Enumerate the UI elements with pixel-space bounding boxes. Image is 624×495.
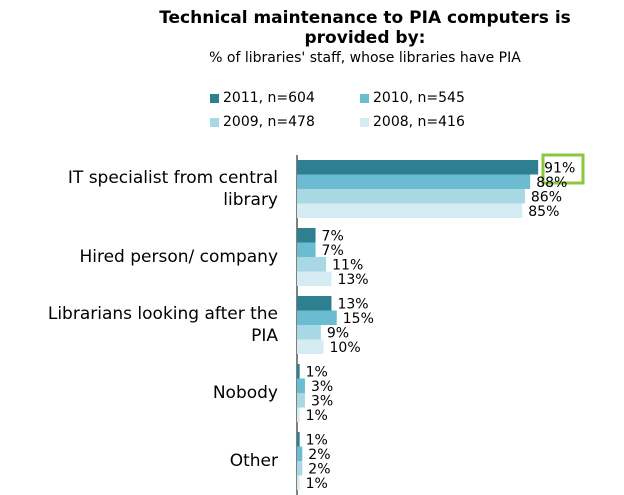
data-label: 9% — [327, 325, 349, 341]
chart-title: Technical maintenance to PIA computers i… — [159, 8, 571, 48]
bar — [297, 189, 525, 204]
legend-swatch — [210, 117, 219, 127]
highlight-box — [541, 153, 585, 185]
data-label: 11% — [332, 257, 363, 273]
bar — [297, 339, 324, 354]
bar — [297, 364, 300, 379]
bar — [297, 461, 303, 476]
legend-item: 2010, n=545 — [360, 86, 510, 110]
legend-item: 2009, n=478 — [210, 110, 360, 134]
y-tick-label: Other — [229, 451, 278, 471]
legend-item: 2011, n=604 — [210, 86, 360, 110]
data-label: 86% — [531, 189, 562, 205]
data-label: 15% — [343, 311, 374, 327]
data-label: 1% — [306, 408, 328, 424]
bar — [297, 203, 523, 218]
bar — [297, 393, 305, 408]
legend-swatch — [360, 93, 369, 103]
chart-subtitle: % of libraries' staff, whose libraries h… — [209, 50, 521, 66]
data-label: 88% — [536, 175, 567, 191]
legend-label: 2008, n=416 — [373, 114, 465, 130]
bar — [297, 174, 531, 189]
bar — [297, 475, 300, 490]
data-label: 3% — [311, 379, 333, 395]
bar — [297, 271, 332, 286]
data-label: 1% — [306, 364, 328, 380]
bar — [297, 160, 539, 175]
data-label: 7% — [322, 228, 344, 244]
bar — [297, 257, 327, 272]
bar — [297, 310, 337, 325]
y-tick-label: Hired person/ company — [79, 247, 278, 267]
bar — [297, 378, 305, 393]
data-label: 10% — [330, 340, 361, 356]
data-label: 1% — [306, 476, 328, 492]
bar — [297, 296, 332, 311]
legend-item: 2008, n=416 — [360, 110, 510, 134]
data-label: 1% — [306, 432, 328, 448]
legend-label: 2011, n=604 — [223, 90, 315, 106]
legend-label: 2009, n=478 — [223, 114, 315, 130]
bar — [297, 228, 316, 243]
data-label: 91% — [544, 160, 575, 176]
y-tick-label: IT specialist from central library — [67, 168, 278, 210]
y-tick-label: Nobody — [212, 383, 278, 403]
data-label: 3% — [311, 393, 333, 409]
data-label: 13% — [337, 272, 368, 288]
bar — [297, 432, 300, 447]
data-label: 2% — [308, 461, 330, 477]
legend-swatch — [360, 117, 369, 127]
bar — [297, 325, 321, 340]
legend-swatch — [210, 93, 219, 103]
data-label: 2% — [308, 447, 330, 463]
data-label: 13% — [337, 296, 368, 312]
bar — [297, 407, 300, 422]
bar — [297, 446, 303, 461]
legend-label: 2010, n=545 — [373, 90, 465, 106]
data-label: 7% — [322, 243, 344, 259]
data-label: 85% — [528, 204, 559, 220]
legend: 2011, n=604 2010, n=545 2009, n=478 2008, n… — [210, 86, 520, 134]
bar — [297, 242, 316, 257]
y-tick-label: Librarians looking after the PIA — [47, 304, 278, 346]
